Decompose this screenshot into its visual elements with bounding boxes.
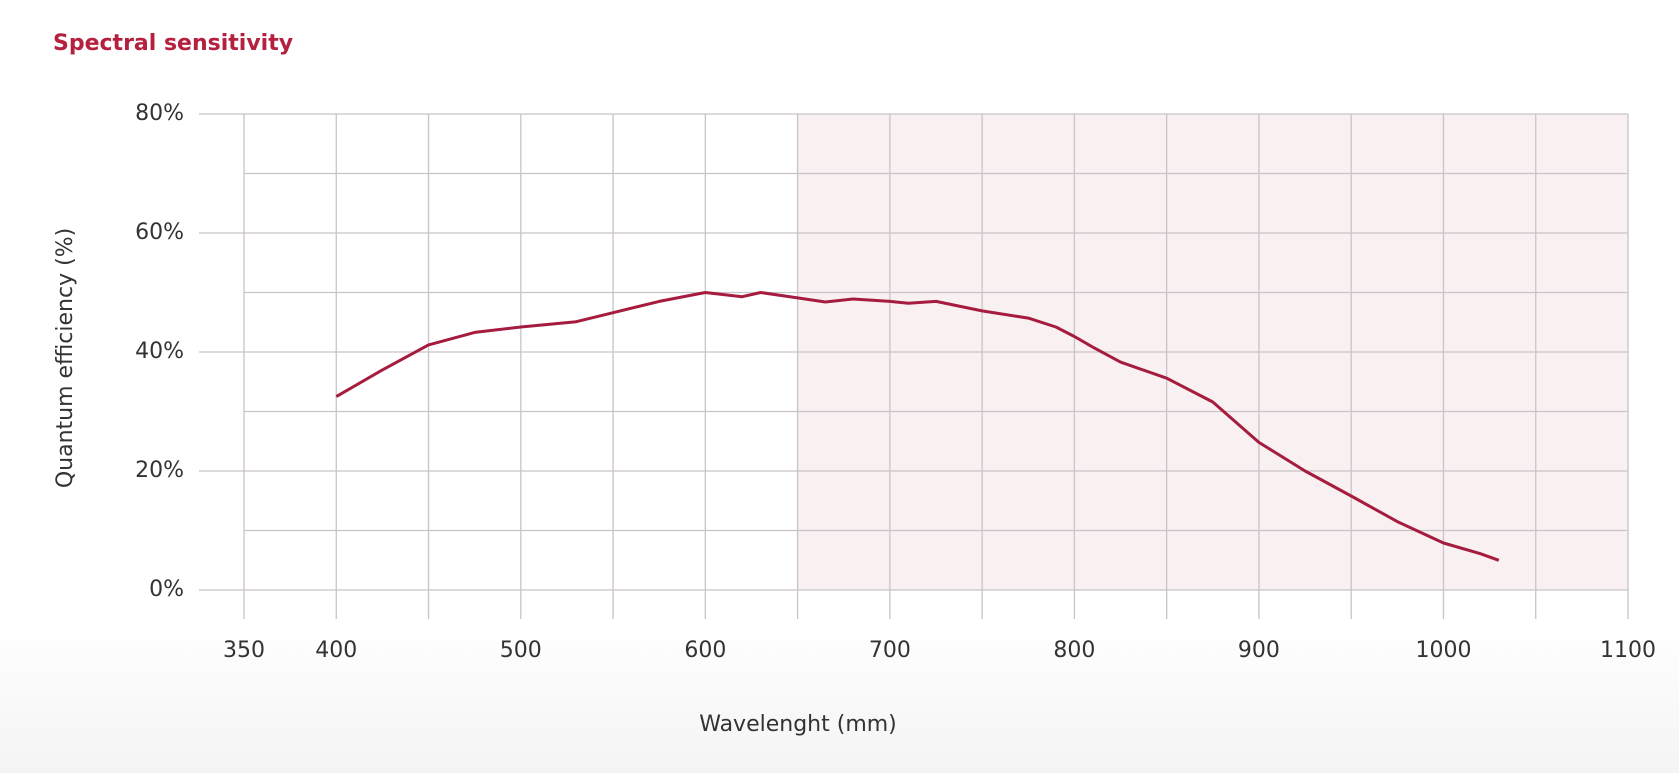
y-tick-label: 80% xyxy=(135,101,184,126)
y-axis-title: Quantum efficiency (%) xyxy=(53,228,78,488)
x-tick-label: 500 xyxy=(500,638,542,663)
x-tick-label: 350 xyxy=(223,638,265,663)
data-line xyxy=(335,291,1500,562)
y-tick-label: 40% xyxy=(135,339,184,364)
y-tick-label: 60% xyxy=(135,220,184,245)
x-tick-label: 400 xyxy=(315,638,357,663)
y-tick-label: 20% xyxy=(135,458,184,483)
chart-title: Spectral sensitivity xyxy=(53,31,293,56)
x-tick-label: 700 xyxy=(869,638,911,663)
y-tick-label: 0% xyxy=(149,577,184,602)
x-tick-label: 1000 xyxy=(1415,638,1471,663)
x-axis-title: Wavelenght (mm) xyxy=(699,712,897,737)
x-tick-label: 1100 xyxy=(1600,638,1656,663)
x-tick-label: 800 xyxy=(1053,638,1095,663)
x-tick-label: 600 xyxy=(684,638,726,663)
x-tick-label: 900 xyxy=(1238,638,1280,663)
